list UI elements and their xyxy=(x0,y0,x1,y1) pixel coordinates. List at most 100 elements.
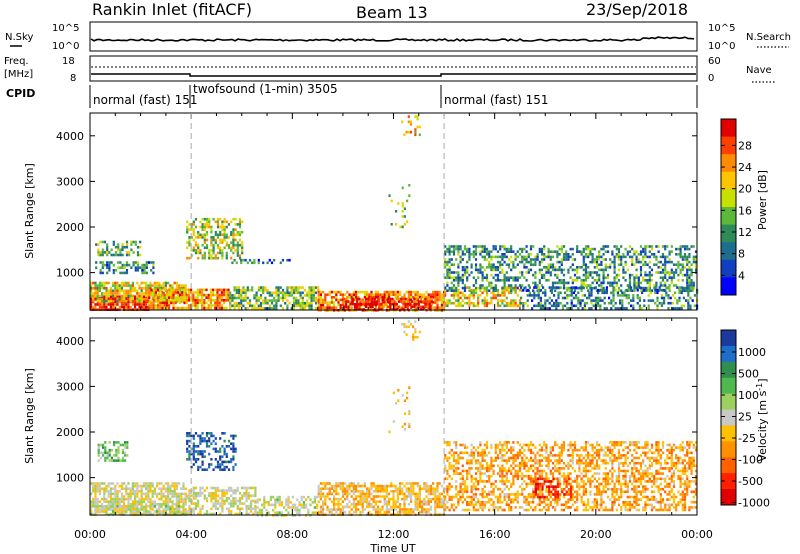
heatmap-cell xyxy=(516,250,519,253)
heatmap-cell xyxy=(128,251,131,254)
heatmap-cell xyxy=(366,487,369,490)
heatmap-cell xyxy=(479,253,482,256)
heatmap-cell xyxy=(123,500,126,503)
heatmap-cell xyxy=(210,497,213,500)
heatmap-cell xyxy=(503,286,506,290)
heatmap-cell xyxy=(525,250,528,253)
heatmap-cell xyxy=(587,276,590,279)
heatmap-cell xyxy=(103,240,107,244)
heatmap-cell xyxy=(225,233,228,237)
heatmap-cell xyxy=(219,512,222,516)
heatmap-cell xyxy=(112,240,115,244)
heatmap-cell xyxy=(138,503,141,506)
heatmap-cell xyxy=(225,241,228,244)
heatmap-cell xyxy=(244,296,247,300)
heatmap-cell xyxy=(455,279,458,282)
heatmap-cell xyxy=(220,293,223,297)
heatmap-cell xyxy=(694,260,698,264)
heatmap-cell xyxy=(372,497,375,501)
heatmap-cell xyxy=(421,293,424,296)
heatmap-cell xyxy=(158,482,161,485)
heatmap-cell xyxy=(599,307,602,310)
heatmap-cell xyxy=(584,247,588,251)
heatmap-cell xyxy=(156,495,159,498)
heatmap-cell xyxy=(444,291,447,295)
heatmap-cell xyxy=(452,503,456,507)
heatmap-cell xyxy=(492,296,495,300)
heatmap-cell xyxy=(566,301,569,305)
heatmap-cell xyxy=(353,308,357,311)
heatmap-cell xyxy=(452,495,456,499)
heatmap-cell xyxy=(373,308,376,311)
heatmap-cell xyxy=(131,492,134,496)
heatmap-cell xyxy=(243,494,246,498)
heatmap-cell xyxy=(309,503,312,507)
heatmap-cell xyxy=(587,273,590,277)
heatmap-cell xyxy=(210,491,213,495)
heatmap-cell xyxy=(107,490,110,493)
heatmap-cell xyxy=(418,492,421,496)
heatmap-cell xyxy=(232,489,235,492)
heatmap-cell xyxy=(602,247,605,251)
heatmap-cell xyxy=(214,238,217,242)
heatmap-cell xyxy=(234,233,237,237)
heatmap-cell xyxy=(149,482,152,485)
heatmap-cell xyxy=(220,304,223,307)
heatmap-cell xyxy=(374,490,377,493)
heatmap-cell xyxy=(223,489,226,492)
heatmap-cell xyxy=(470,498,473,501)
heatmap-cell xyxy=(503,474,506,478)
heatmap-cell xyxy=(477,245,480,248)
heatmap-cell xyxy=(576,247,579,251)
heatmap-cell xyxy=(218,296,221,299)
heatmap-cell xyxy=(587,284,590,287)
heatmap-cell xyxy=(142,305,145,309)
heatmap-cell xyxy=(386,300,390,303)
heatmap-cell xyxy=(605,291,608,295)
heatmap-cell xyxy=(483,276,486,279)
heatmap-cell xyxy=(615,247,618,251)
heatmap-cell xyxy=(686,258,689,261)
heatmap-cell xyxy=(196,293,199,297)
heatmap-cell xyxy=(257,261,260,265)
heatmap-cell xyxy=(479,480,482,483)
heatmap-cell xyxy=(134,303,137,306)
heatmap-cell xyxy=(120,294,123,298)
heatmap-cell xyxy=(386,297,390,301)
heatmap-cell xyxy=(227,299,230,302)
heatmap-cell xyxy=(268,299,271,302)
heatmap-cell xyxy=(221,251,224,255)
heatmap-cell xyxy=(664,268,667,272)
heatmap-cell xyxy=(156,284,159,287)
heatmap-cell xyxy=(184,503,187,506)
heatmap-cell xyxy=(192,220,195,224)
heatmap-cell xyxy=(457,253,460,256)
heatmap-cell xyxy=(98,281,101,285)
heatmap-cell xyxy=(532,245,535,248)
heatmap-cell xyxy=(667,286,670,289)
heatmap-cell xyxy=(571,279,574,282)
heatmap-cell xyxy=(558,260,561,264)
heatmap-cell xyxy=(575,304,578,308)
heatmap-cell xyxy=(496,255,500,259)
heatmap-cell xyxy=(363,500,366,503)
heatmap-cell xyxy=(485,288,489,292)
heatmap-cell xyxy=(145,305,148,309)
heatmap-cell xyxy=(149,484,152,488)
heatmap-cell xyxy=(571,281,574,285)
heatmap-cell xyxy=(123,303,126,306)
heatmap-cell xyxy=(96,284,99,287)
heatmap-cell xyxy=(233,294,236,297)
heatmap-cell xyxy=(312,288,315,292)
heatmap-cell xyxy=(374,510,377,514)
heatmap-cell xyxy=(416,495,419,498)
heatmap-cell xyxy=(301,291,304,295)
heatmap-cell xyxy=(385,484,388,488)
heatmap-cell xyxy=(595,263,599,266)
heatmap-cell xyxy=(560,263,563,266)
heatmap-cell xyxy=(266,261,269,265)
heatmap-cell xyxy=(450,263,453,266)
heatmap-cell xyxy=(380,308,383,311)
heatmap-cell xyxy=(120,487,123,490)
heatmap-cell xyxy=(457,498,460,501)
